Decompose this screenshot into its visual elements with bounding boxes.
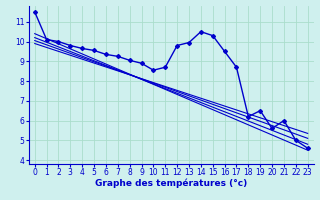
X-axis label: Graphe des températures (°c): Graphe des températures (°c) [95, 179, 247, 188]
